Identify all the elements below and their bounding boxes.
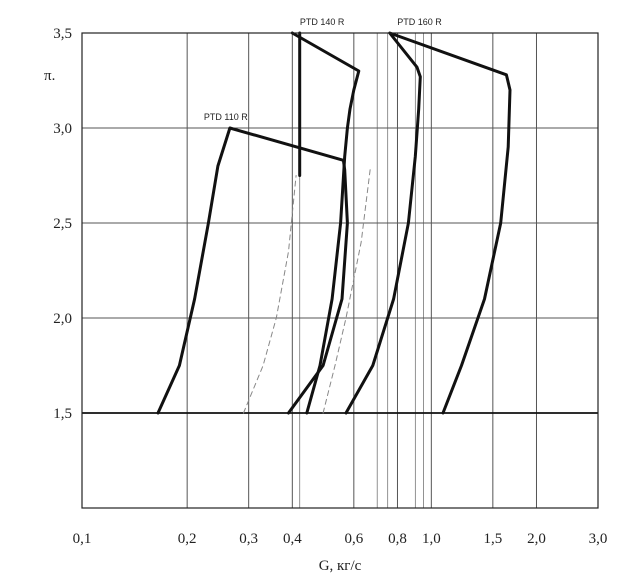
y-tick-label: 1,5	[53, 406, 72, 422]
x-axis-label: G, кг/с	[319, 558, 362, 574]
x-tick-label: 0,3	[239, 531, 258, 547]
dashed-boundary-line	[243, 175, 297, 414]
x-tick-label: 0,4	[283, 531, 302, 547]
x-tick-label: 0,2	[178, 531, 197, 547]
series-label: PTD 160 R	[397, 17, 442, 27]
x-tick-label: 3,0	[589, 531, 608, 547]
plot-frame	[81, 32, 599, 509]
labels-group: 0,1 0,2 0,3 0,4 0,6 0,8 1,0 1,5 2,0 3,0 1,5 2,0 2,5 3…	[53, 17, 607, 547]
x-tick-label: 0,8	[388, 531, 407, 547]
y-tick-label: 3,5	[53, 26, 72, 42]
dashed-boundary-line	[322, 165, 372, 414]
y-tick-label: 3,0	[53, 121, 72, 137]
x-tick-label: 0,6	[344, 531, 363, 547]
x-tick-label: 0,1	[73, 531, 92, 547]
y-tick-label: 2,5	[53, 216, 72, 232]
series-label: PTD 110 R	[204, 112, 248, 122]
x-tick-label: 1,0	[422, 531, 441, 547]
series-label: PTD 140 R	[300, 17, 345, 27]
x-tick-label: 1,5	[483, 531, 502, 547]
series-line-ptd-110-r	[156, 126, 349, 415]
gridlines	[82, 33, 598, 508]
y-axis-label: π.	[44, 68, 55, 84]
y-tick-label: 2,0	[53, 311, 72, 327]
series-group	[156, 31, 512, 415]
x-tick-label: 2,0	[527, 531, 546, 547]
series-line-ptd-140-r	[290, 31, 361, 415]
series-line-ptd-160-r	[344, 31, 512, 415]
